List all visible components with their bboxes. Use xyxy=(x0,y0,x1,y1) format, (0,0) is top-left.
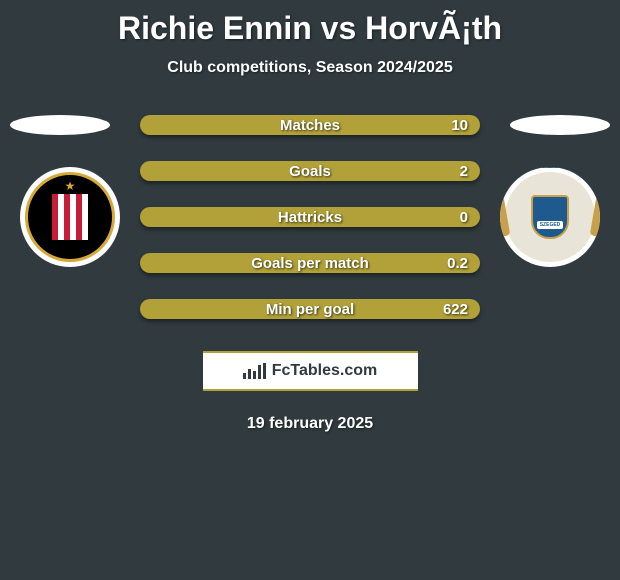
star-icon: ★ xyxy=(65,179,76,193)
badge-stripes xyxy=(50,192,90,242)
page-title: Richie Ennin vs HorvÃ¡th xyxy=(0,0,620,47)
stat-label: Hattricks xyxy=(278,209,342,226)
right-ellipse xyxy=(510,115,610,135)
crest-crown xyxy=(537,167,563,168)
stats-container: Matches 10 Goals 2 Hattricks 0 Goals per… xyxy=(140,107,480,319)
stat-value: 10 xyxy=(451,117,468,134)
crest-banner: SZEGED xyxy=(537,221,564,229)
stat-bar-goals-per-match: Goals per match 0.2 xyxy=(140,253,480,273)
right-badge-inner: SZEGED xyxy=(505,172,595,262)
left-team-badge: ★ xyxy=(20,167,120,267)
crest-supporter-left xyxy=(500,196,510,239)
brand-box: FcTables.com xyxy=(203,351,418,391)
bar-chart-icon xyxy=(243,363,266,379)
stat-label: Goals xyxy=(289,163,331,180)
date-text: 19 february 2025 xyxy=(0,415,620,433)
stat-label: Min per goal xyxy=(266,301,354,318)
stat-value: 0 xyxy=(460,209,468,226)
stat-value: 622 xyxy=(443,301,468,318)
stat-label: Matches xyxy=(280,117,340,134)
right-team-badge: SZEGED xyxy=(500,167,600,267)
crest-supporter-right xyxy=(590,196,600,239)
content-area: ★ SZEGED Matches 10 Goals 2 Hattricks 0 … xyxy=(0,107,620,433)
stat-bar-min-per-goal: Min per goal 622 xyxy=(140,299,480,319)
stat-value: 0.2 xyxy=(447,255,468,272)
stat-bar-hattricks: Hattricks 0 xyxy=(140,207,480,227)
page-subtitle: Club competitions, Season 2024/2025 xyxy=(0,59,620,77)
stat-bar-matches: Matches 10 xyxy=(140,115,480,135)
stat-value: 2 xyxy=(460,163,468,180)
brand-text: FcTables.com xyxy=(272,362,378,380)
stat-label: Goals per match xyxy=(251,255,369,272)
left-ellipse xyxy=(10,115,110,135)
crest-shield: SZEGED xyxy=(531,195,569,239)
stat-bar-goals: Goals 2 xyxy=(140,161,480,181)
left-badge-inner: ★ xyxy=(25,172,115,262)
